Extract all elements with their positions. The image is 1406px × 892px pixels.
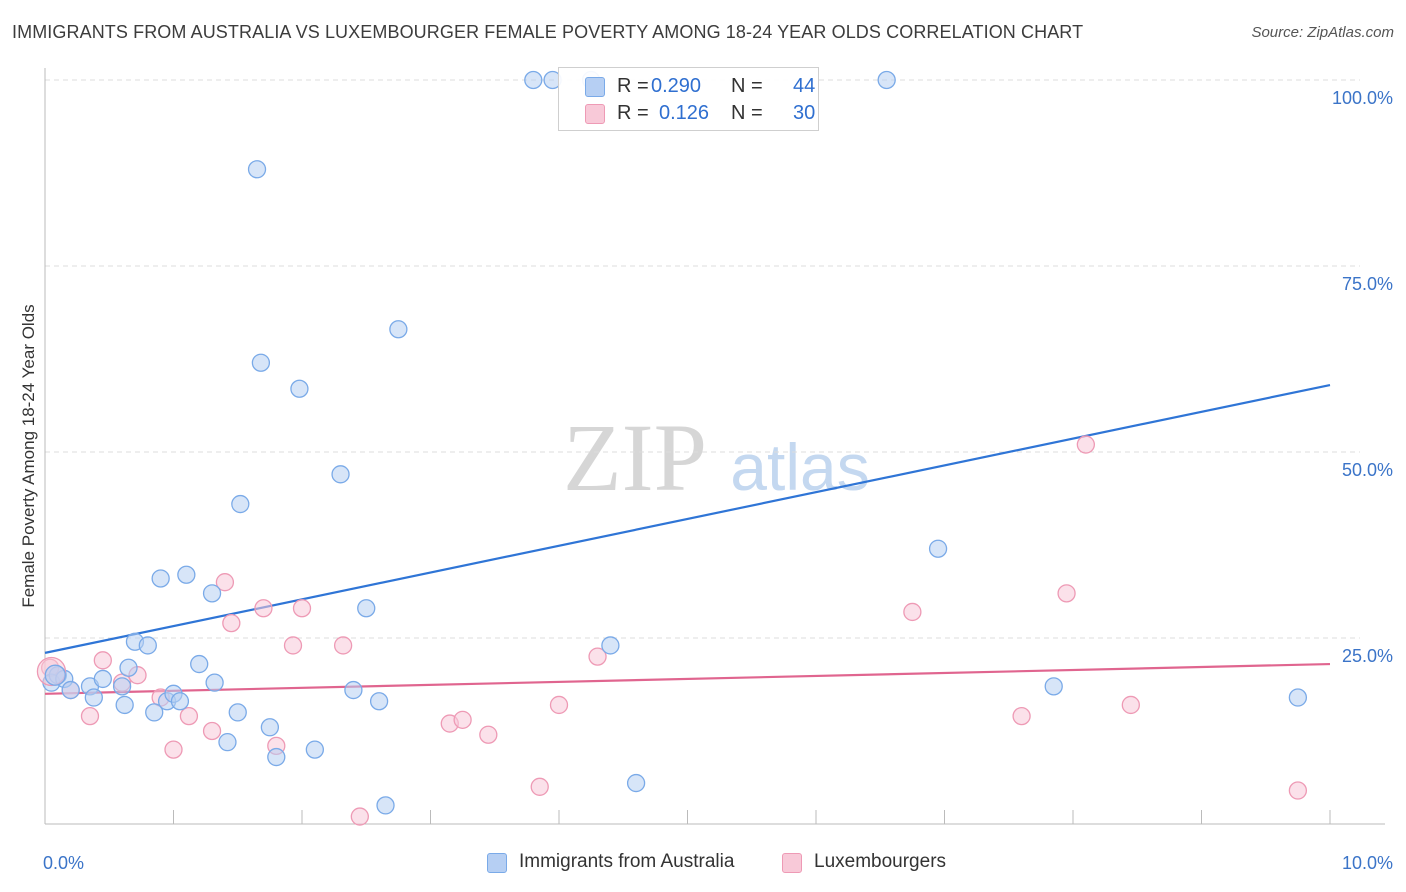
point-luxembourgers — [350, 807, 369, 826]
y-tick-label: 100.0% — [1332, 88, 1393, 108]
point-australia — [267, 747, 286, 767]
point-australia — [84, 688, 103, 707]
chart-source: Source: ZipAtlas.com — [1251, 24, 1394, 41]
point-australia — [218, 733, 237, 752]
point-australia — [170, 692, 190, 711]
point-luxembourgers — [202, 721, 222, 741]
point-australia — [231, 494, 250, 514]
point-luxembourgers — [549, 695, 569, 715]
chart-title: IMMIGRANTS FROM AUSTRALIA VS LUXEMBOURGE… — [12, 22, 1084, 42]
point-australia — [61, 680, 80, 700]
point-australia — [524, 70, 543, 90]
legend-r-value-luxembourgers: 0.126 — [659, 102, 710, 124]
legend-n-label: N = — [731, 102, 763, 124]
point-australia — [202, 584, 222, 603]
point-luxembourgers — [80, 706, 100, 726]
trend-line-luxembourgers — [44, 662, 1331, 695]
point-luxembourgers — [179, 706, 199, 726]
point-australia — [93, 669, 112, 689]
legend-n-value-luxembourgers: 30 — [793, 102, 816, 124]
point-australia — [251, 353, 271, 372]
point-australia — [626, 773, 646, 793]
point-luxembourgers — [292, 599, 312, 618]
bottom-legend-label-luxembourgers: Luxembourgers — [814, 851, 947, 872]
point-luxembourgers — [453, 710, 472, 729]
point-australia — [190, 654, 209, 674]
point-australia — [228, 703, 247, 722]
y-tick-label: 25.0% — [1342, 646, 1393, 666]
legend-r-label: R = — [617, 102, 649, 124]
point-luxembourgers — [164, 740, 183, 759]
point-luxembourgers — [254, 599, 273, 618]
watermark-zip: ZIP — [563, 404, 707, 511]
tick-labels: 25.0% 50.0% 75.0% 100.0% 0.0% 10.0% — [43, 88, 1393, 873]
legend-swatch-australia — [585, 77, 605, 97]
point-australia — [376, 796, 395, 815]
y-axis-label: Female Poverty Among 18-24 Year Olds — [19, 304, 38, 608]
point-australia — [877, 70, 896, 90]
bottom-legend-swatch-luxembourgers — [782, 853, 802, 873]
point-australia — [260, 718, 280, 737]
point-australia — [389, 320, 408, 339]
watermark-atlas: atlas — [730, 430, 869, 504]
point-australia — [344, 680, 363, 700]
point-luxembourgers — [530, 777, 549, 796]
point-luxembourgers — [903, 602, 922, 622]
point-luxembourgers — [333, 636, 353, 655]
point-luxembourgers — [1076, 435, 1095, 454]
legend-r-label: R = — [617, 75, 649, 97]
point-luxembourgers — [93, 651, 112, 670]
point-luxembourgers — [479, 725, 498, 744]
legend-r-value-australia: 0.290 — [651, 75, 702, 97]
point-australia — [177, 565, 196, 584]
point-australia — [145, 703, 164, 722]
point-australia — [138, 636, 157, 655]
y-tick-label: 50.0% — [1342, 460, 1393, 480]
point-luxembourgers — [1012, 706, 1031, 726]
point-australia — [115, 695, 134, 715]
point-australia — [1044, 677, 1063, 696]
watermark: ZIP atlas — [563, 404, 870, 511]
bottom-legend-swatch-australia — [487, 853, 507, 873]
point-australia — [290, 379, 309, 398]
point-australia — [601, 636, 620, 655]
legend-swatch-luxembourgers — [585, 104, 605, 124]
axes — [44, 68, 1385, 825]
point-australia — [928, 539, 948, 558]
point-cluster-australia — [44, 664, 66, 686]
point-luxembourgers — [222, 613, 241, 633]
bottom-legend-label-australia: Immigrants from Australia — [519, 851, 735, 872]
x-tick-label: 0.0% — [43, 853, 84, 873]
point-luxembourgers — [1057, 584, 1076, 603]
point-luxembourgers — [215, 573, 235, 592]
point-luxembourgers — [283, 636, 303, 655]
point-australia — [247, 160, 267, 179]
point-australia — [119, 658, 138, 677]
point-australia — [151, 569, 170, 588]
point-australia — [112, 677, 132, 696]
point-luxembourgers — [1121, 695, 1140, 715]
point-australia — [357, 599, 376, 618]
point-australia — [331, 465, 350, 484]
x-tick-label: 10.0% — [1342, 853, 1393, 873]
point-australia — [1288, 688, 1308, 707]
legend-n-label: N = — [731, 75, 763, 97]
point-luxembourgers — [1288, 781, 1308, 800]
point-australia — [369, 692, 389, 711]
point-australia — [305, 740, 325, 759]
y-tick-label: 75.0% — [1342, 274, 1393, 294]
legend-n-value-australia: 44 — [793, 75, 816, 97]
point-luxembourgers — [588, 647, 607, 666]
correlation-legend: R = 0.290 N = 44 R = 0.126 N = 30 — [558, 67, 819, 131]
point-australia — [205, 673, 224, 692]
grid — [45, 79, 1360, 639]
